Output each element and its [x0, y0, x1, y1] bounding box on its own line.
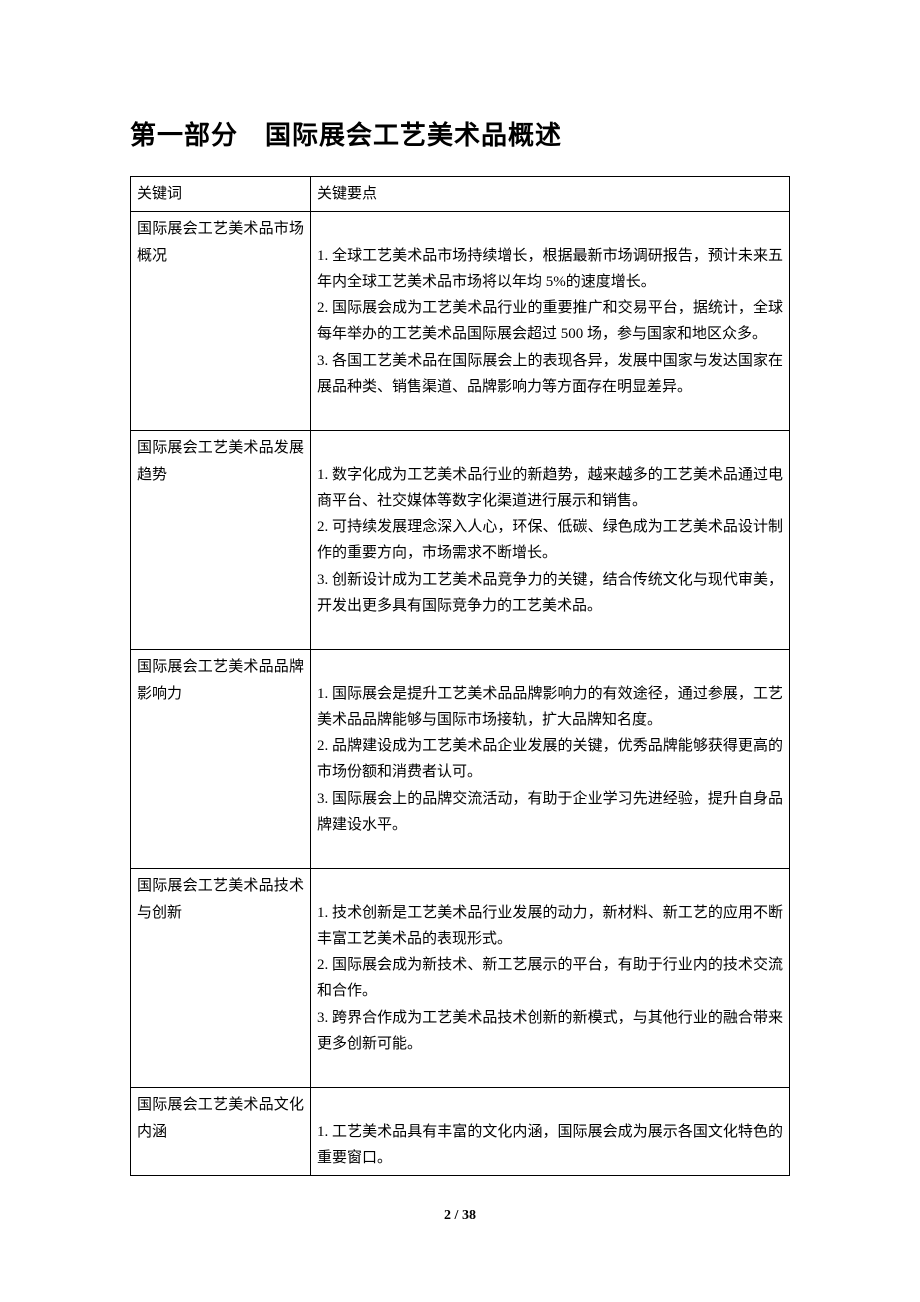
cell-trailing-blank	[317, 838, 783, 864]
cell-keyword: 国际展会工艺美术品技术与创新	[131, 869, 311, 1088]
cell-trailing-blank	[317, 400, 783, 426]
cell-trailing-blank	[317, 1057, 783, 1083]
cell-points: 1. 全球工艺美术品市场持续增长，根据最新市场调研报告，预计未来五年内全球工艺美…	[311, 212, 790, 431]
table-row: 国际展会工艺美术品技术与创新 1. 技术创新是工艺美术品行业发展的动力，新材料、…	[131, 869, 790, 1088]
table-row: 国际展会工艺美术品文化内涵 1. 工艺美术品具有丰富的文化内涵，国际展会成为展示…	[131, 1088, 790, 1176]
cell-leading-blank	[317, 873, 783, 899]
table-row: 国际展会工艺美术品发展趋势 1. 数字化成为工艺美术品行业的新趋势，越来越多的工…	[131, 431, 790, 650]
overview-table: 关键词关键要点国际展会工艺美术品市场概况 1. 全球工艺美术品市场持续增长，根据…	[130, 176, 790, 1176]
overview-table-body: 关键词关键要点国际展会工艺美术品市场概况 1. 全球工艺美术品市场持续增长，根据…	[131, 177, 790, 1176]
cell-points: 1. 工艺美术品具有丰富的文化内涵，国际展会成为展示各国文化特色的重要窗口。	[311, 1088, 790, 1176]
point-line: 2. 可持续发展理念深入人心，环保、低碳、绿色成为工艺美术品设计制作的重要方向，…	[317, 514, 783, 567]
page-footer: 2 / 38	[130, 1208, 790, 1224]
cell-points: 1. 技术创新是工艺美术品行业发展的动力，新材料、新工艺的应用不断丰富工艺美术品…	[311, 869, 790, 1088]
point-line: 1. 技术创新是工艺美术品行业发展的动力，新材料、新工艺的应用不断丰富工艺美术品…	[317, 900, 783, 953]
point-line: 2. 品牌建设成为工艺美术品企业发展的关键，优秀品牌能够获得更高的市场份额和消费…	[317, 733, 783, 786]
point-line: 1. 数字化成为工艺美术品行业的新趋势，越来越多的工艺美术品通过电商平台、社交媒…	[317, 462, 783, 515]
point-line: 3. 创新设计成为工艺美术品竞争力的关键，结合传统文化与现代审美，开发出更多具有…	[317, 567, 783, 620]
point-line: 3. 国际展会上的品牌交流活动，有助于企业学习先进经验，提升自身品牌建设水平。	[317, 786, 783, 839]
point-line: 1. 全球工艺美术品市场持续增长，根据最新市场调研报告，预计未来五年内全球工艺美…	[317, 243, 783, 296]
point-line: 2. 国际展会成为新技术、新工艺展示的平台，有助于行业内的技术交流和合作。	[317, 952, 783, 1005]
page-total: 38	[462, 1208, 476, 1223]
cell-keyword: 国际展会工艺美术品品牌影响力	[131, 650, 311, 869]
header-keyword: 关键词	[131, 177, 311, 212]
point-line: 3. 各国工艺美术品在国际展会上的表现各异，发展中国家与发达国家在展品种类、销售…	[317, 348, 783, 401]
table-header-row: 关键词关键要点	[131, 177, 790, 212]
cell-leading-blank	[317, 1092, 783, 1118]
cell-points: 1. 国际展会是提升工艺美术品品牌影响力的有效途径，通过参展，工艺美术品品牌能够…	[311, 650, 790, 869]
cell-keyword: 国际展会工艺美术品市场概况	[131, 212, 311, 431]
cell-leading-blank	[317, 216, 783, 242]
cell-keyword: 国际展会工艺美术品发展趋势	[131, 431, 311, 650]
page-current: 2	[444, 1208, 451, 1223]
point-line: 1. 工艺美术品具有丰富的文化内涵，国际展会成为展示各国文化特色的重要窗口。	[317, 1119, 783, 1172]
page-sep: /	[451, 1208, 462, 1223]
table-row: 国际展会工艺美术品品牌影响力 1. 国际展会是提升工艺美术品品牌影响力的有效途径…	[131, 650, 790, 869]
point-line: 1. 国际展会是提升工艺美术品品牌影响力的有效途径，通过参展，工艺美术品品牌能够…	[317, 681, 783, 734]
table-row: 国际展会工艺美术品市场概况 1. 全球工艺美术品市场持续增长，根据最新市场调研报…	[131, 212, 790, 431]
cell-keyword: 国际展会工艺美术品文化内涵	[131, 1088, 311, 1176]
cell-points: 1. 数字化成为工艺美术品行业的新趋势，越来越多的工艺美术品通过电商平台、社交媒…	[311, 431, 790, 650]
cell-trailing-blank	[317, 619, 783, 645]
cell-leading-blank	[317, 435, 783, 461]
section-title: 第一部分 国际展会工艺美术品概述	[130, 115, 790, 152]
cell-leading-blank	[317, 654, 783, 680]
document-page: 第一部分 国际展会工艺美术品概述 关键词关键要点国际展会工艺美术品市场概况 1.…	[0, 0, 920, 1284]
point-line: 3. 跨界合作成为工艺美术品技术创新的新模式，与其他行业的融合带来更多创新可能。	[317, 1005, 783, 1058]
point-line: 2. 国际展会成为工艺美术品行业的重要推广和交易平台，据统计，全球每年举办的工艺…	[317, 295, 783, 348]
header-points: 关键要点	[311, 177, 790, 212]
